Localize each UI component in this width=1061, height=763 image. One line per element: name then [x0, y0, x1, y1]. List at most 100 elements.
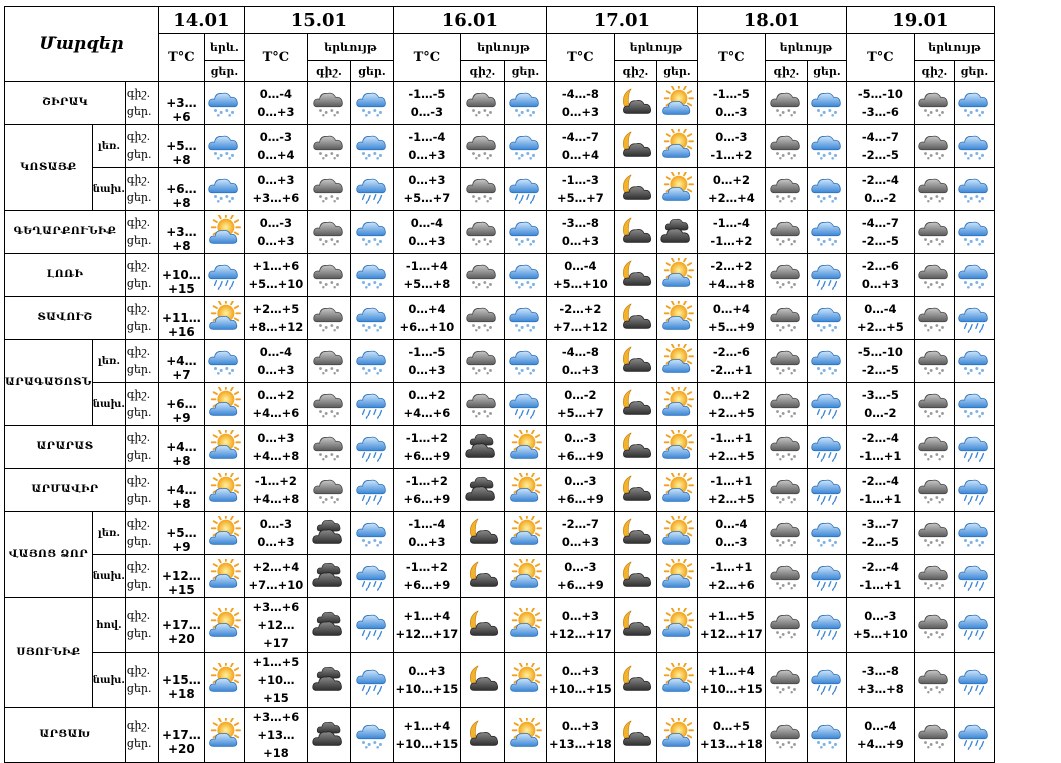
snow-icon	[503, 339, 547, 383]
date-header: 14.01	[157, 6, 245, 34]
temp-night-value: -1…+1	[710, 431, 753, 445]
snowcloud-icon	[306, 425, 351, 469]
temp-range: 0…-3 0…+4	[243, 124, 308, 168]
temp-night-value: 0…+3	[408, 664, 446, 678]
sun-icon	[655, 382, 698, 426]
moon-icon	[613, 167, 657, 211]
temp-range: +1…+5 +10…+15	[243, 652, 308, 708]
snowcloud-icon	[306, 124, 351, 168]
day-header: ցեր.	[203, 60, 245, 82]
subregion-name: նախ.	[91, 167, 126, 211]
snowcloud-icon	[764, 652, 808, 708]
table-row: ԳԵՂԱՐՔՈՒՆԻՔ գիշ. ցեր. +3…+8 0…-3 0…+3 0…-4 0…+3…	[4, 210, 995, 254]
cloud-icon	[655, 210, 698, 254]
temp-night-value: 0…+3	[257, 431, 295, 445]
table-row: նախ. գիշ. ցեր. +6…+9 0…+2 +4…+6 0…+2 +4…+6 0…-2 +…	[5, 382, 995, 426]
rain-icon	[349, 597, 394, 653]
date-header: 17.01	[545, 6, 698, 34]
day-header: ցեր.	[953, 60, 995, 82]
sun-icon	[655, 81, 698, 125]
temp-night-value: -1…+2	[405, 560, 448, 574]
subregion-name: նախ.	[91, 382, 126, 426]
temp-range: 0…+3 +3…+6	[243, 167, 308, 211]
temp-day-value: +5…+10	[553, 277, 608, 291]
snowcloud-icon	[306, 382, 351, 426]
sun-icon	[503, 707, 547, 763]
snow-icon	[806, 296, 847, 340]
snowcloud-icon	[913, 511, 955, 555]
region-name: ԱՐՑԱԽ	[4, 707, 126, 763]
temp-night-value: 0…-3	[864, 609, 897, 623]
temp-day-value: +5…+9	[708, 320, 755, 334]
temp-header: T°C	[157, 33, 205, 82]
day-header: ցեր.	[806, 60, 847, 82]
temp-night-value: -4…-7	[561, 130, 599, 144]
temp-night-value: 0…-3	[564, 560, 597, 574]
temp-range: -5…-10 -2…-5	[845, 339, 915, 383]
rain-icon	[503, 167, 547, 211]
snow-icon	[503, 124, 547, 168]
temp-day-value: 0…+3	[257, 105, 295, 119]
temp-night-value: 0…+2	[712, 173, 750, 187]
temp-day-value: 0…-3	[715, 105, 748, 119]
temp-range: -2…-4 -1…+1	[845, 554, 915, 598]
temp-day-value: +10…+15	[700, 682, 763, 696]
snow-icon	[806, 210, 847, 254]
temp-night-value: 0…+3	[561, 609, 599, 623]
temp-day-value: -2…-5	[861, 363, 899, 377]
temp-night-value: 0…+3	[561, 719, 599, 733]
rain-icon	[953, 468, 995, 512]
sun-icon	[655, 597, 698, 653]
snowcloud-icon	[306, 253, 351, 297]
temp-range: -1…-4 0…+3	[392, 511, 461, 555]
rain-icon	[349, 425, 394, 469]
moon-icon	[613, 296, 657, 340]
snowcloud-icon	[764, 81, 808, 125]
temp-range: -2…+2 +4…+8	[696, 253, 766, 297]
night-label: գիշ.	[126, 664, 151, 677]
temp-day-value: +12…+17	[549, 627, 612, 641]
snow-icon	[203, 339, 245, 383]
rain-icon	[349, 652, 394, 708]
snow-icon	[503, 210, 547, 254]
snowcloud-icon	[913, 81, 955, 125]
temp-day-value: +6…+9	[403, 578, 451, 592]
temp-range: -1…+2 +6…+9	[392, 425, 461, 469]
moon-icon	[459, 707, 505, 763]
night-header: գիշ.	[764, 60, 808, 82]
temp-day-value: +10…+15	[395, 682, 459, 696]
snow-icon	[349, 253, 394, 297]
temp-range: -1…-5 0…-3	[696, 81, 766, 125]
temp-day-value: +7…+10	[248, 578, 304, 592]
table-row: ԱՐՄԱՎԻՐ գիշ. ցեր. +4…+8 -1…+2 +4…+8 -1…+2 +6…+9…	[4, 468, 995, 512]
temp-range: -2…+2 +7…+12	[545, 296, 615, 340]
subregion-name: լեռ.	[91, 511, 126, 555]
temp-night-value: +1…+4	[403, 609, 451, 623]
sun-icon	[203, 210, 245, 254]
snow-icon	[349, 124, 394, 168]
temp-range: -2…-4 -1…+1	[845, 468, 915, 512]
temp-day-value: 0…+3	[408, 363, 446, 377]
temp-day-value: +5…+7	[403, 191, 451, 205]
snowcloud-icon	[306, 339, 351, 383]
snowcloud-icon	[913, 124, 955, 168]
moon-icon	[613, 707, 657, 763]
temp-night-value: 0…-3	[564, 431, 597, 445]
snow-icon	[203, 167, 245, 211]
period-labels: գիշ. ցեր.	[124, 339, 159, 383]
snowcloud-icon	[459, 253, 505, 297]
day-label: ցեր.	[126, 737, 152, 750]
temp-range: -1…+1 +2…+5	[696, 468, 766, 512]
temp-day-value: -1…+1	[859, 449, 902, 463]
rain-icon	[953, 296, 995, 340]
temp-day-value: -1…+2	[710, 148, 753, 162]
region-name: ՍՅՈՒՆԻՔ	[4, 597, 93, 708]
rain-icon	[349, 468, 394, 512]
temp-range: +1…+5 +12…+17	[696, 597, 766, 653]
temp-day-value: +5…+7	[557, 191, 604, 205]
snowcloud-icon	[764, 468, 808, 512]
temp-night-value: -1…-4	[408, 517, 446, 531]
event-header: երևույթ	[913, 33, 995, 61]
temp-day-value: 0…-3	[715, 535, 748, 549]
temp-range: 0…+3 +4…+8	[243, 425, 308, 469]
